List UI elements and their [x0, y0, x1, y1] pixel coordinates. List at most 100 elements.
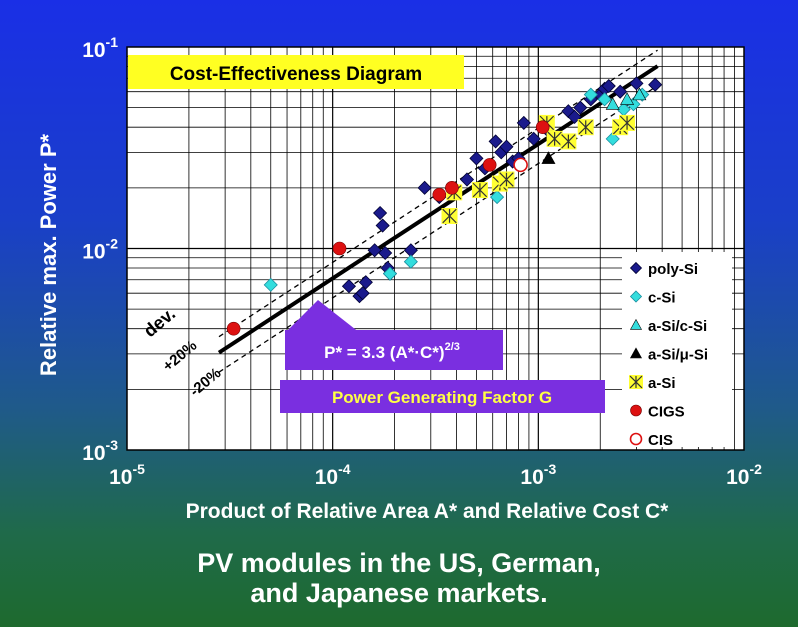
legend-label-3: a-Si/μ-Si — [648, 347, 708, 364]
point-poly-si — [499, 139, 514, 154]
fit-formula-main: P* = 3.3 (A*·C*) — [324, 343, 444, 362]
chart-title: Cost-Effectiveness Diagram — [170, 64, 422, 85]
point-poly-si — [367, 243, 382, 258]
legend — [622, 252, 732, 447]
factor-box — [280, 380, 605, 413]
point-poly-si — [355, 286, 370, 301]
point-a-si-star — [547, 131, 562, 147]
factor-label: Power Generating Factor G — [332, 388, 552, 407]
y-tick-2-exp: -1 — [106, 34, 119, 50]
point-a-si-star — [619, 115, 635, 131]
data-points — [226, 76, 663, 336]
y-tick-1-exp: -2 — [106, 236, 119, 252]
point-cigs — [432, 187, 447, 202]
x-tick-labels: 10-5 10-4 10-3 10-2 — [109, 461, 762, 489]
point-poly-si — [613, 84, 628, 99]
x-tick-2: 10-3 — [520, 461, 556, 489]
point-poly-si — [488, 134, 503, 149]
point-a-si — [441, 207, 458, 224]
legend-marker-6 — [629, 432, 643, 446]
point-a-si — [560, 133, 577, 150]
fit-formula: P* = 3.3 (A*·C*)2/3 — [324, 341, 460, 362]
point-a-si — [619, 114, 636, 131]
point-poly-si — [378, 245, 393, 261]
point-c-si — [382, 266, 398, 281]
point-poly-si — [417, 180, 432, 195]
y-axis-title: Relative max. Power P* — [36, 134, 61, 377]
point-a-si-si — [541, 151, 556, 164]
point-cigs — [535, 120, 550, 134]
point-a-si — [471, 182, 488, 199]
x-tick-3-exp: -2 — [749, 461, 762, 477]
fit-line-group — [217, 64, 659, 355]
legend-marker-1 — [629, 290, 643, 303]
point-poly-si — [526, 131, 541, 146]
point-a-si — [546, 130, 563, 147]
x-tick-0: 10-5 — [109, 461, 145, 489]
point-cigs — [332, 241, 347, 256]
point-poly-si — [469, 151, 484, 166]
legend-label-0: poly-Si — [648, 261, 698, 278]
x-tick-3-base: 10 — [726, 466, 749, 489]
point-a-si-c-si — [605, 97, 620, 110]
legend-label-4: a-Si — [648, 375, 676, 392]
point-poly-si — [358, 275, 373, 290]
point-a-si-c-si — [632, 87, 647, 101]
point-a-si-star — [561, 134, 576, 149]
point-c-si — [597, 92, 612, 107]
point-a-si-star — [578, 119, 593, 135]
point-poly-si — [648, 77, 663, 92]
x-tick-2-exp: -3 — [544, 461, 557, 477]
legend-marker-2 — [629, 318, 643, 330]
point-a-si-star — [472, 182, 488, 198]
point-poly-si — [601, 78, 616, 94]
fit-formula-exp: 2/3 — [445, 341, 460, 353]
point-a-si-c-si — [620, 92, 635, 105]
caption-line-1: PV modules in the US, German, — [197, 548, 601, 578]
legend-label-6: CIS — [648, 432, 673, 449]
callout-arrow — [285, 300, 360, 333]
x-tick-1-exp: -4 — [338, 461, 351, 477]
title-box — [128, 55, 464, 89]
legend-label-5: CIGS — [648, 404, 685, 421]
legend-marker-4-star — [629, 375, 643, 389]
point-c-si — [605, 131, 620, 146]
point-poly-si — [341, 279, 357, 294]
point-c-si — [403, 254, 418, 269]
legend-label-1: c-Si — [648, 290, 676, 307]
y-tick-0-base: 10 — [82, 442, 105, 465]
point-cigs — [445, 181, 459, 195]
point-cis — [513, 157, 528, 173]
point-poly-si — [372, 205, 388, 221]
point-a-si — [498, 171, 515, 188]
point-poly-si — [375, 218, 390, 233]
x-tick-2-base: 10 — [520, 466, 543, 489]
legend-marker-0 — [629, 261, 643, 275]
x-tick-3: 10-2 — [726, 461, 762, 489]
point-poly-si — [573, 100, 588, 115]
x-tick-0-exp: -5 — [132, 461, 145, 477]
legend-items: poly-Si c-Si a-Si/c-Si a-Si/μ-Si a-Si CIGS CIS — [629, 261, 708, 449]
x-tick-0-base: 10 — [109, 466, 132, 489]
x-axis-title: Product of Relative Area A* and Relative… — [186, 500, 670, 523]
y-tick-0: 10-3 — [82, 437, 118, 465]
point-a-si-star — [499, 172, 514, 187]
y-tick-labels: 10-310-210-1 — [82, 34, 118, 465]
legend-marker-3 — [629, 347, 643, 359]
caption-line-2: and Japanese markets. — [250, 578, 548, 608]
y-tick-2: 10-1 — [82, 34, 118, 62]
point-c-si — [489, 189, 505, 205]
point-c-si — [263, 277, 278, 292]
y-tick-2-base: 10 — [82, 39, 105, 62]
fit-line — [217, 64, 659, 355]
point-cigs — [482, 158, 497, 172]
y-tick-1-base: 10 — [82, 241, 105, 264]
point-poly-si — [459, 172, 475, 187]
legend-label-2: a-Si/c-Si — [648, 318, 707, 335]
x-tick-1-base: 10 — [315, 466, 338, 489]
y-tick-0-exp: -3 — [106, 437, 119, 453]
y-tick-1: 10-2 — [82, 236, 118, 264]
point-cigs — [226, 321, 241, 336]
formula-box — [285, 330, 503, 370]
